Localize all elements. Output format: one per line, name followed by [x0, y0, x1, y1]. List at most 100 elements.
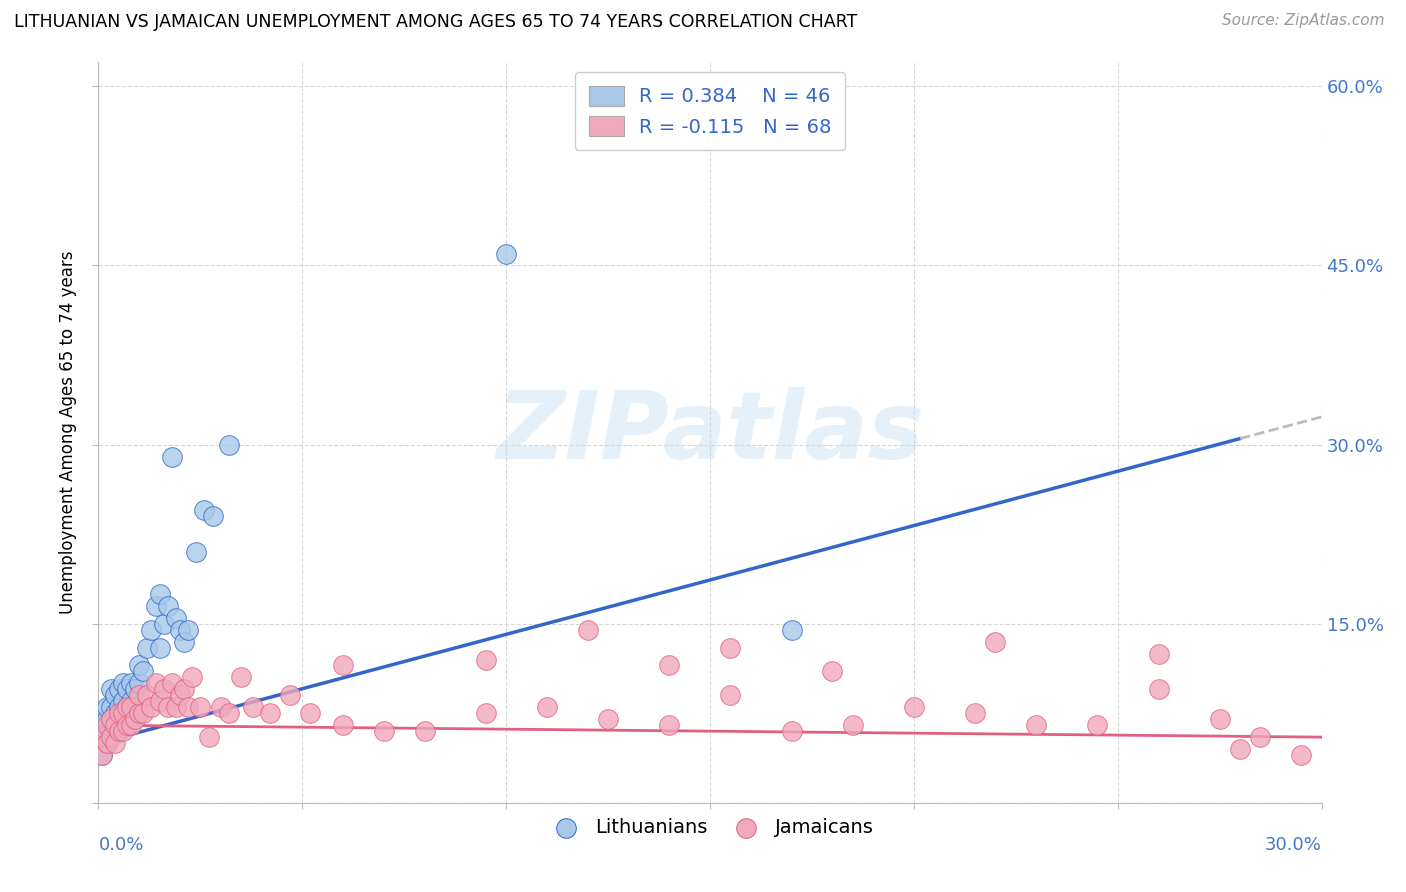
Point: [111, 676, 134, 690]
Point: [96, 736, 118, 750]
Point: [965, 706, 987, 721]
Point: [474, 652, 498, 666]
Point: [193, 503, 215, 517]
Point: [100, 712, 122, 726]
Point: [128, 706, 150, 721]
Point: [188, 700, 212, 714]
Point: [332, 718, 354, 732]
Point: [169, 623, 191, 637]
Point: [218, 437, 240, 451]
Point: [145, 599, 167, 613]
Point: [120, 700, 142, 714]
Point: [108, 682, 131, 697]
Point: [821, 665, 844, 679]
Point: [160, 676, 183, 690]
Point: [124, 682, 146, 697]
Point: [152, 616, 174, 631]
Point: [128, 676, 150, 690]
Point: [177, 700, 200, 714]
Point: [156, 700, 179, 714]
Point: [658, 658, 681, 673]
Point: [111, 706, 134, 721]
Point: [96, 718, 118, 732]
Point: [145, 676, 167, 690]
Legend: Lithuanians, Jamaicans: Lithuanians, Jamaicans: [538, 810, 882, 845]
Point: [91, 747, 114, 762]
Point: [186, 545, 208, 559]
Point: [100, 700, 122, 714]
Point: [120, 694, 142, 708]
Point: [108, 724, 131, 739]
Point: [173, 634, 195, 648]
Point: [115, 700, 138, 714]
Y-axis label: Unemployment Among Ages 65 to 74 years: Unemployment Among Ages 65 to 74 years: [59, 251, 77, 615]
Point: [173, 682, 195, 697]
Point: [984, 634, 1007, 648]
Point: [100, 730, 122, 744]
Point: [218, 706, 240, 721]
Point: [332, 658, 354, 673]
Point: [149, 694, 172, 708]
Text: ZIPatlas: ZIPatlas: [496, 386, 924, 479]
Point: [120, 676, 142, 690]
Point: [104, 736, 127, 750]
Point: [160, 450, 183, 464]
Point: [141, 623, 163, 637]
Point: [115, 700, 138, 714]
Point: [96, 736, 118, 750]
Point: [1025, 718, 1047, 732]
Point: [169, 689, 191, 703]
Point: [108, 712, 131, 726]
Point: [152, 682, 174, 697]
Point: [104, 689, 127, 703]
Point: [181, 670, 204, 684]
Point: [111, 724, 134, 739]
Point: [209, 700, 232, 714]
Point: [136, 640, 159, 655]
Point: [718, 689, 742, 703]
Point: [91, 718, 114, 732]
Point: [413, 724, 436, 739]
Point: [576, 623, 599, 637]
Text: 30.0%: 30.0%: [1265, 836, 1322, 855]
Point: [201, 509, 224, 524]
Point: [104, 718, 127, 732]
Point: [278, 689, 301, 703]
Point: [111, 694, 134, 708]
Point: [115, 682, 138, 697]
Point: [231, 670, 253, 684]
Point: [91, 730, 114, 744]
Point: [780, 724, 803, 739]
Point: [132, 706, 155, 721]
Point: [1085, 718, 1108, 732]
Point: [242, 700, 264, 714]
Point: [1249, 730, 1271, 744]
Point: [841, 718, 863, 732]
Text: LITHUANIAN VS JAMAICAN UNEMPLOYMENT AMONG AGES 65 TO 74 YEARS CORRELATION CHART: LITHUANIAN VS JAMAICAN UNEMPLOYMENT AMON…: [14, 13, 858, 31]
Point: [658, 718, 681, 732]
Point: [718, 640, 742, 655]
Text: 0.0%: 0.0%: [98, 836, 143, 855]
Point: [598, 712, 620, 726]
Point: [104, 718, 127, 732]
Point: [96, 712, 118, 726]
Point: [903, 700, 925, 714]
Point: [115, 718, 138, 732]
Point: [108, 706, 131, 721]
Text: Source: ZipAtlas.com: Source: ZipAtlas.com: [1222, 13, 1385, 29]
Point: [780, 623, 803, 637]
Point: [156, 599, 179, 613]
Point: [495, 246, 517, 260]
Point: [1147, 647, 1170, 661]
Point: [197, 730, 219, 744]
Point: [100, 682, 122, 697]
Point: [149, 587, 172, 601]
Point: [1147, 682, 1170, 697]
Point: [1209, 712, 1232, 726]
Point: [91, 730, 114, 744]
Point: [111, 706, 134, 721]
Point: [96, 700, 118, 714]
Point: [100, 724, 122, 739]
Point: [91, 747, 114, 762]
Point: [104, 706, 127, 721]
